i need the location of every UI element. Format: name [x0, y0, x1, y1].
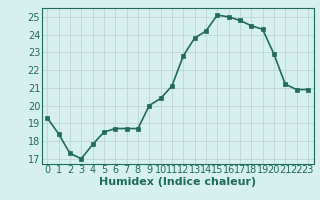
X-axis label: Humidex (Indice chaleur): Humidex (Indice chaleur) [99, 177, 256, 187]
